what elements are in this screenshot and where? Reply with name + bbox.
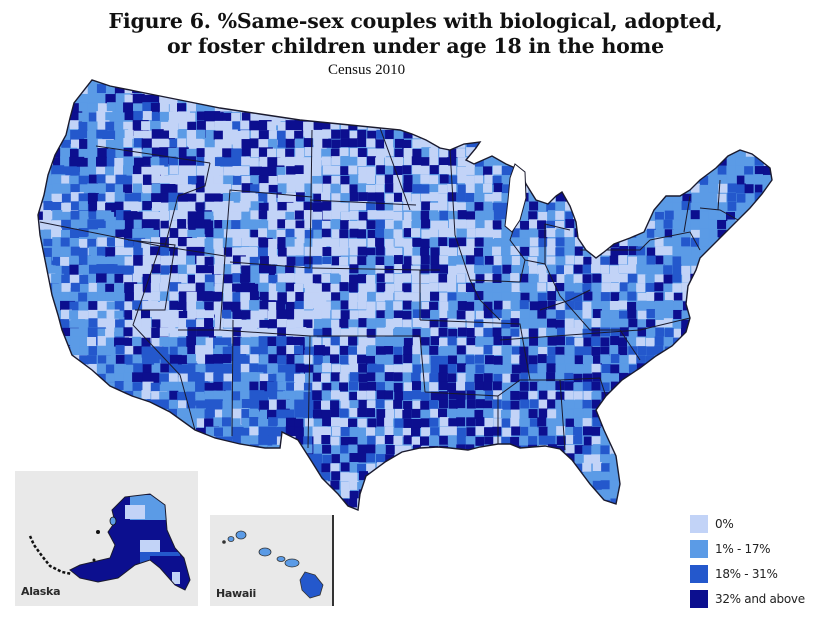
map-legend: 0% 1% - 17% 18% - 31% 32% and above bbox=[690, 511, 805, 611]
legend-item-18-31pct: 18% - 31% bbox=[690, 561, 805, 586]
legend-item-0pct: 0% bbox=[690, 511, 805, 536]
legend-item-32pct-above: 32% and above bbox=[690, 586, 805, 611]
legend-item-1-17pct: 1% - 17% bbox=[690, 536, 805, 561]
legend-label: 32% and above bbox=[715, 591, 805, 606]
alaska-inset: Alaska bbox=[15, 471, 198, 606]
county-mosaic bbox=[38, 80, 772, 510]
figure-subtitle: Census 2010 bbox=[328, 62, 406, 78]
lake-michigan bbox=[504, 163, 527, 233]
legend-label: 0% bbox=[715, 516, 734, 531]
legend-label: 18% - 31% bbox=[715, 566, 778, 581]
legend-label: 1% - 17% bbox=[715, 541, 771, 556]
figure-title-line2: or foster children under age 18 in the h… bbox=[167, 34, 664, 58]
hawaii-inset: Hawaii bbox=[210, 515, 334, 606]
legend-swatch bbox=[690, 514, 708, 533]
legend-swatch bbox=[690, 539, 708, 558]
legend-swatch bbox=[690, 589, 708, 608]
legend-swatch bbox=[690, 564, 708, 583]
hawaii-label: Hawaii bbox=[216, 587, 256, 600]
alaska-label: Alaska bbox=[21, 585, 61, 598]
figure-title-line1: Figure 6. %Same-sex couples with biologi… bbox=[108, 9, 723, 33]
state-borders bbox=[39, 127, 739, 451]
